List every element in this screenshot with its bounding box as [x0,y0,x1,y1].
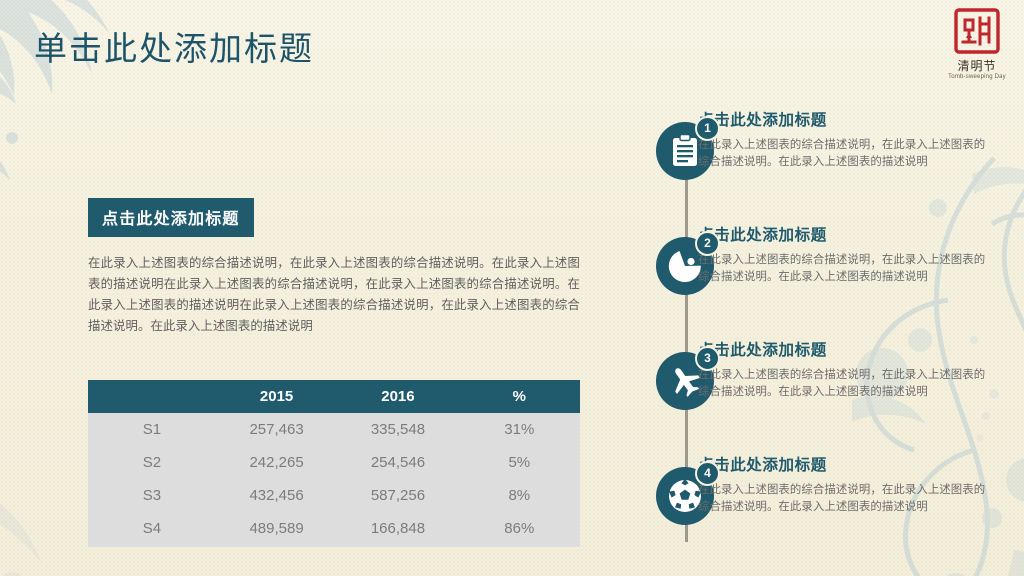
timeline-icon-wrap-3: 3 [656,346,720,414]
table-row: S3 432,456 587,256 8% [88,479,580,512]
timeline-desc-3: 在此录入上述图表的综合描述说明，在此录入上述图表的综合描述说明。在此录入上述图表… [698,368,986,398]
timeline-icon-wrap-4: 4 [656,461,720,529]
row-value-2016: 335,548 [337,413,459,446]
row-value-percent: 5% [458,446,580,479]
timeline-badge-3: 3 [695,346,720,371]
row-value-percent: 86% [458,512,580,547]
row-label: S4 [88,512,216,547]
airplane-icon [675,368,700,397]
row-value-2015: 432,456 [215,479,338,512]
timeline-text-3: 点击此处添加标题 在此录入上述图表的综合描述说明，在此录入上述图表的综合描述说明… [698,342,988,401]
logo-english-label: Tomb-sweeping Day [948,74,1006,81]
timeline-title-2: 点击此处添加标题 [698,227,827,244]
row-value-2016: 254,546 [337,446,459,479]
left-body-text: 在此录入上述图表的综合描述说明，在此录入上述图表的综合描述说明。在此录入上述图表… [88,256,580,333]
page-title: 单击此处添加标题 [34,29,314,68]
table-row: S2 242,265 254,546 5% [88,446,580,479]
timeline-text-2: 点击此处添加标题 在此录入上述图表的综合描述说明，在此录入上述图表的综合描述说明… [698,227,988,286]
table-header-2016: 2016 [337,380,459,413]
data-table: 2015 2016 % S1 257,463 335,548 31% S2 24… [88,380,580,547]
timeline-desc-4: 在此录入上述图表的综合描述说明，在此录入上述图表的综合描述说明。在此录入上述图表… [698,483,986,513]
timeline-item-3[interactable]: 3 点击此处添加标题 在此录入上述图表的综合描述说明，在此录入上述图表的综合描述… [628,342,998,452]
timeline-icon-wrap-2: 2 [656,231,720,299]
timeline-badge-4: 4 [695,461,720,486]
table-header-2015: 2015 [215,380,338,413]
timeline-title-1: 点击此处添加标题 [698,112,827,129]
timeline-list: 1 点击此处添加标题 在此录入上述图表的综合描述说明，在此录入上述图表的综合描述… [628,112,998,562]
timeline-item-1[interactable]: 1 点击此处添加标题 在此录入上述图表的综合描述说明，在此录入上述图表的综合描述… [628,112,998,222]
row-value-2015: 257,463 [215,413,338,446]
timeline-desc-1: 在此录入上述图表的综合描述说明，在此录入上述图表的综合描述说明。在此录入上述图表… [698,138,986,168]
table-row: S1 257,463 335,548 31% [88,413,580,446]
row-label: S3 [88,479,216,512]
left-content-block: 点击此处添加标题 在此录入上述图表的综合描述说明，在此录入上述图表的综合描述说明… [88,198,580,337]
timeline-connector-line [685,142,688,542]
timeline-badge-2: 2 [695,231,720,256]
logo-chinese-label: 清明节 [957,59,997,73]
timeline-badge-1: 1 [695,116,720,141]
timeline-text-4: 点击此处添加标题 在此录入上述图表的综合描述说明，在此录入上述图表的综合描述说明… [698,457,988,516]
row-value-2016: 166,848 [337,512,459,547]
timeline-text-1: 点击此处添加标题 在此录入上述图表的综合描述说明，在此录入上述图表的综合描述说明… [698,112,988,171]
row-value-2016: 587,256 [337,479,459,512]
row-label: S1 [88,413,216,446]
timeline-desc-2: 在此录入上述图表的综合描述说明，在此录入上述图表的综合描述说明。在此录入上述图表… [698,253,986,283]
pie-chart-icon [668,250,701,283]
seal-stamp-icon [954,8,1000,54]
row-value-2015: 242,265 [215,446,338,479]
table-header-percent: % [458,380,580,413]
timeline-icon-wrap-1: 1 [656,116,720,184]
brand-logo: 清明节 Tomb-sweeping Day [944,8,1010,80]
table-row: S4 489,589 166,848 86% [88,512,580,547]
timeline-title-4: 点击此处添加标题 [698,457,827,474]
row-value-percent: 8% [458,479,580,512]
table-header-row: 2015 2016 % [88,380,580,413]
left-section-title: 点击此处添加标题 [88,198,254,237]
row-label: S2 [88,446,216,479]
soccer-ball-icon [669,478,701,512]
timeline-item-2[interactable]: 2 点击此处添加标题 在此录入上述图表的综合描述说明，在此录入上述图表的综合描述… [628,227,998,337]
clipboard-icon [673,134,697,166]
row-value-2015: 489,589 [215,512,338,547]
timeline-title-3: 点击此处添加标题 [698,342,827,359]
row-value-percent: 31% [458,413,580,446]
timeline-item-4[interactable]: 4 点击此处添加标题 在此录入上述图表的综合描述说明，在此录入上述图表的综合描述… [628,457,998,567]
table-header-label [88,380,216,413]
